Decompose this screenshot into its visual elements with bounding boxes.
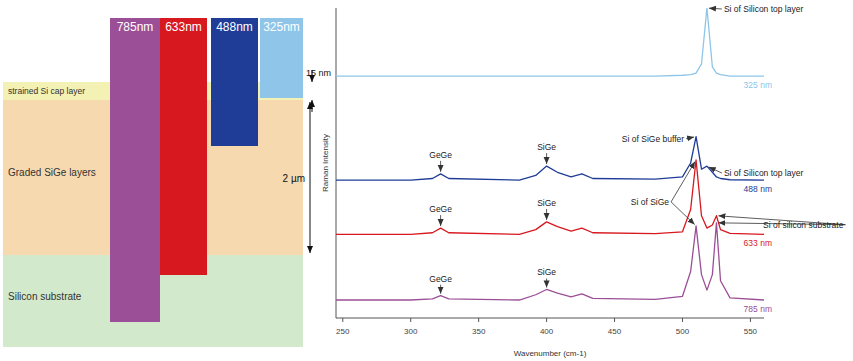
annotation-label: Si of Silicon top layer	[724, 4, 804, 14]
chart: 250 300 350 400 450 500 550 Wavenumber (cm-1) Ra…	[321, 4, 845, 358]
annotation-label: Si of SiGe	[631, 197, 670, 207]
x-tick-label: 500	[676, 327, 690, 336]
spectrum-line	[336, 160, 764, 234]
annotation-arrow	[709, 167, 722, 173]
laser-column	[160, 18, 207, 275]
x-tick	[750, 318, 751, 322]
annotation-arrow	[671, 202, 695, 225]
annotation-label: SiGe	[537, 267, 556, 277]
annotation-label: GeGe	[429, 150, 452, 160]
layer-label: Graded SiGe layers	[8, 167, 96, 178]
figure: 785nm 633nm 488nm 325nm strained Si cap laye…	[0, 0, 853, 361]
laser-label: 633nm	[165, 20, 202, 34]
x-tick-label: 400	[540, 327, 554, 336]
annotation-label: SiGe	[537, 198, 556, 208]
annotation-arrow	[671, 162, 695, 202]
spectrum-line	[336, 8, 764, 76]
annotations: Si of Silicon top layer GeGe SiGe Si of SiG…	[429, 4, 845, 294]
series-label: 488 nm	[744, 184, 772, 194]
x-axis-title: Wavenumber (cm-1)	[514, 349, 587, 358]
x-tick	[478, 318, 479, 322]
x-tick-label: 300	[404, 327, 418, 336]
dimension-arrow	[310, 102, 311, 253]
layer-label: strained Si cap layer	[8, 86, 85, 96]
dimension-arrow	[312, 100, 313, 112]
series-group	[336, 8, 764, 300]
layer-label: Silicon substrate	[8, 291, 82, 302]
y-axis-line	[336, 8, 337, 318]
x-tick-label: 350	[472, 327, 486, 336]
x-tick	[614, 318, 615, 322]
series-label: 633 nm	[744, 238, 772, 248]
series-label: 325 nm	[744, 80, 772, 90]
annotation-arrow	[440, 161, 441, 172]
x-tick	[410, 318, 411, 322]
x-tick-label: 250	[336, 327, 350, 336]
annotation-label: Si of Silicon top layer	[724, 168, 804, 178]
annotation-label: GeGe	[429, 204, 452, 214]
annotation-label: Si of silicon substrate	[763, 220, 844, 230]
annotation-arrow	[440, 285, 441, 294]
dimension-label: 15 nm	[306, 68, 331, 78]
annotation-arrow	[546, 278, 547, 287]
x-tick	[546, 318, 547, 322]
laser-label: 325nm	[263, 20, 300, 34]
dimension-label: 2 µm	[283, 173, 305, 184]
x-tick	[342, 318, 343, 322]
x-axis-line	[336, 318, 764, 319]
laser-label: 488nm	[216, 20, 253, 34]
laser-label: 785nm	[117, 20, 154, 34]
x-tick-label: 450	[608, 327, 622, 336]
annotation-arrow	[546, 209, 547, 220]
y-axis-title: Raman Intensity	[321, 134, 330, 192]
annotation-arrow	[546, 153, 547, 164]
series-label: 785 nm	[744, 304, 772, 314]
annotation-arrow	[440, 215, 441, 226]
spectrum-line	[336, 223, 764, 300]
annotation-label: GeGe	[429, 274, 452, 284]
annotation-label: Si of SiGe buffer	[622, 134, 684, 144]
spectrum-line	[336, 137, 764, 180]
annotation-arrow	[709, 8, 722, 10]
laser-column	[260, 18, 303, 98]
annotation-arrow	[686, 137, 694, 139]
layer-diagram: 785nm 633nm 488nm 325nm strained Si cap laye…	[3, 18, 331, 347]
x-tick-label: 550	[744, 327, 758, 336]
x-tick	[682, 318, 683, 322]
laser-column	[211, 18, 258, 146]
laser-column	[110, 18, 160, 322]
annotation-label: SiGe	[537, 142, 556, 152]
